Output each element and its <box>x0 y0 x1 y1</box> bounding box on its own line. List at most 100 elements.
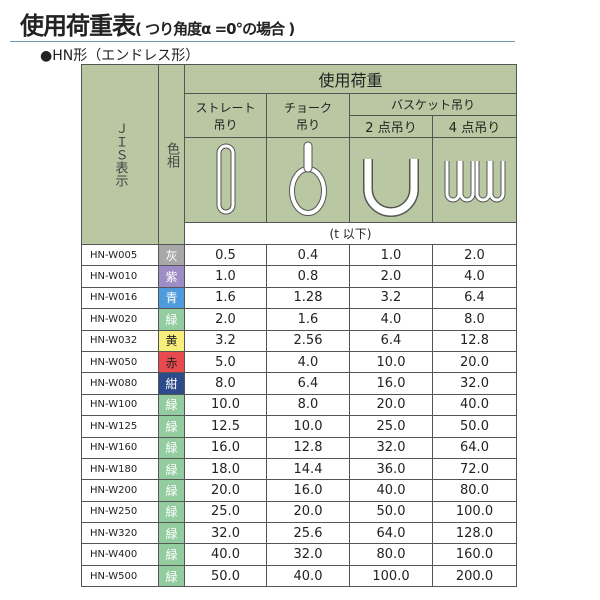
load-value: 6.4 <box>349 329 433 352</box>
load-value: 10.0 <box>349 350 433 374</box>
load-value: 50.0 <box>349 500 433 524</box>
load-value: 72.0 <box>432 457 517 481</box>
load-value: 6.4 <box>432 286 517 310</box>
load-value: 10.0 <box>184 393 267 417</box>
load-value: 1.0 <box>184 265 267 288</box>
load-value: 64.0 <box>349 522 433 545</box>
load-value: 50.0 <box>432 415 517 438</box>
table-row: HN-W200 緑 20.0 16.0 40.0 80.0 <box>81 479 517 502</box>
jis-code: HN-W400 <box>81 543 159 566</box>
jis-code: HN-W050 <box>81 350 159 374</box>
table-row: HN-W016 青 1.6 1.28 3.2 6.4 <box>81 286 517 310</box>
page-title: 使用荷重表( つり角度α =0°の場合 ) <box>20 6 295 41</box>
load-value: 40.0 <box>266 564 350 588</box>
load-value: 20.0 <box>266 500 350 524</box>
color-swatch: 紫 <box>158 265 185 288</box>
choke-sling-icon <box>266 137 350 223</box>
choke-header: チョーク吊り <box>266 93 350 138</box>
color-swatch: 赤 <box>158 350 185 374</box>
table-row: HN-W005 灰 0.5 0.4 1.0 2.0 <box>81 243 517 267</box>
table-row: HN-W160 緑 16.0 12.8 32.0 64.0 <box>81 436 517 459</box>
color-swatch: 緑 <box>158 522 185 545</box>
load-value: 16.0 <box>266 479 350 502</box>
load-value: 8.0 <box>432 308 517 331</box>
color-swatch: 緑 <box>158 393 185 417</box>
jis-code: HN-W010 <box>81 265 159 288</box>
color-swatch: 灰 <box>158 243 185 267</box>
load-header: 使用荷重 <box>184 64 517 94</box>
jis-code: HN-W160 <box>81 436 159 459</box>
table-row: HN-W500 緑 50.0 40.0 100.0 200.0 <box>81 564 517 588</box>
load-table: ＪＩＳ表示 色相 使用荷重 ストレート吊り チョーク吊り バスケット吊り 2 点… <box>81 64 517 588</box>
load-value: 40.0 <box>432 393 517 417</box>
load-value: 100.0 <box>349 564 433 588</box>
load-value: 80.0 <box>349 543 433 566</box>
load-value: 20.0 <box>432 350 517 374</box>
title-main: 使用荷重表 <box>20 12 136 40</box>
load-value: 12.8 <box>266 436 350 459</box>
title-note: ( つり角度α =0°の場合 ) <box>135 20 295 38</box>
load-value: 32.0 <box>266 543 350 566</box>
load-value: 8.0 <box>266 393 350 417</box>
load-value: 200.0 <box>432 564 517 588</box>
load-value: 50.0 <box>184 564 267 588</box>
jis-code: HN-W020 <box>81 308 159 331</box>
table-row: HN-W320 緑 32.0 25.6 64.0 128.0 <box>81 522 517 545</box>
table-row: HN-W080 紺 8.0 6.4 16.0 32.0 <box>81 372 517 395</box>
table-row: HN-W020 緑 2.0 1.6 4.0 8.0 <box>81 308 517 331</box>
load-value: 1.28 <box>266 286 350 310</box>
load-value: 25.6 <box>266 522 350 545</box>
load-value: 32.0 <box>349 436 433 459</box>
load-value: 40.0 <box>184 543 267 566</box>
load-value: 3.2 <box>349 286 433 310</box>
load-value: 16.0 <box>184 436 267 459</box>
jis-code: HN-W200 <box>81 479 159 502</box>
load-value: 25.0 <box>349 415 433 438</box>
straight-sling-icon <box>184 137 267 223</box>
basket-2point-sling-icon <box>349 137 433 223</box>
color-swatch: 緑 <box>158 479 185 502</box>
load-value: 80.0 <box>432 479 517 502</box>
load-value: 5.0 <box>184 350 267 374</box>
color-swatch: 緑 <box>158 543 185 566</box>
color-swatch: 緑 <box>158 415 185 438</box>
jis-code: HN-W016 <box>81 286 159 310</box>
four-point-header: 4 点吊り <box>432 115 517 138</box>
table-row: HN-W010 紫 1.0 0.8 2.0 4.0 <box>81 265 517 288</box>
jis-code: HN-W500 <box>81 564 159 588</box>
straight-header: ストレート吊り <box>184 93 267 138</box>
load-value: 4.0 <box>432 265 517 288</box>
load-value: 40.0 <box>349 479 433 502</box>
load-value: 18.0 <box>184 457 267 481</box>
color-swatch: 青 <box>158 286 185 310</box>
table-row: HN-W100 緑 10.0 8.0 20.0 40.0 <box>81 393 517 417</box>
load-value: 64.0 <box>432 436 517 459</box>
basket-header: バスケット吊り <box>349 93 517 116</box>
load-value: 16.0 <box>349 372 433 395</box>
load-value: 160.0 <box>432 543 517 566</box>
load-value: 4.0 <box>349 308 433 331</box>
load-value: 6.4 <box>266 372 350 395</box>
color-header: 色相 <box>158 64 185 245</box>
load-value: 2.56 <box>266 329 350 352</box>
load-value: 12.5 <box>184 415 267 438</box>
table-row: HN-W250 緑 25.0 20.0 50.0 100.0 <box>81 500 517 524</box>
jis-code: HN-W032 <box>81 329 159 352</box>
load-value: 32.0 <box>432 372 517 395</box>
load-value: 1.6 <box>266 308 350 331</box>
color-swatch: 紺 <box>158 372 185 395</box>
table-row: HN-W400 緑 40.0 32.0 80.0 160.0 <box>81 543 517 566</box>
load-value: 0.8 <box>266 265 350 288</box>
load-value: 25.0 <box>184 500 267 524</box>
jis-header: ＪＩＳ表示 <box>81 64 159 245</box>
table-row: HN-W125 緑 12.5 10.0 25.0 50.0 <box>81 415 517 438</box>
jis-code: HN-W005 <box>81 243 159 267</box>
load-value: 2.0 <box>432 243 517 267</box>
color-swatch: 緑 <box>158 500 185 524</box>
color-swatch: 緑 <box>158 436 185 459</box>
load-value: 32.0 <box>184 522 267 545</box>
unit-label: (t 以下) <box>184 222 517 245</box>
load-value: 1.0 <box>349 243 433 267</box>
load-value: 20.0 <box>349 393 433 417</box>
load-value: 0.4 <box>266 243 350 267</box>
